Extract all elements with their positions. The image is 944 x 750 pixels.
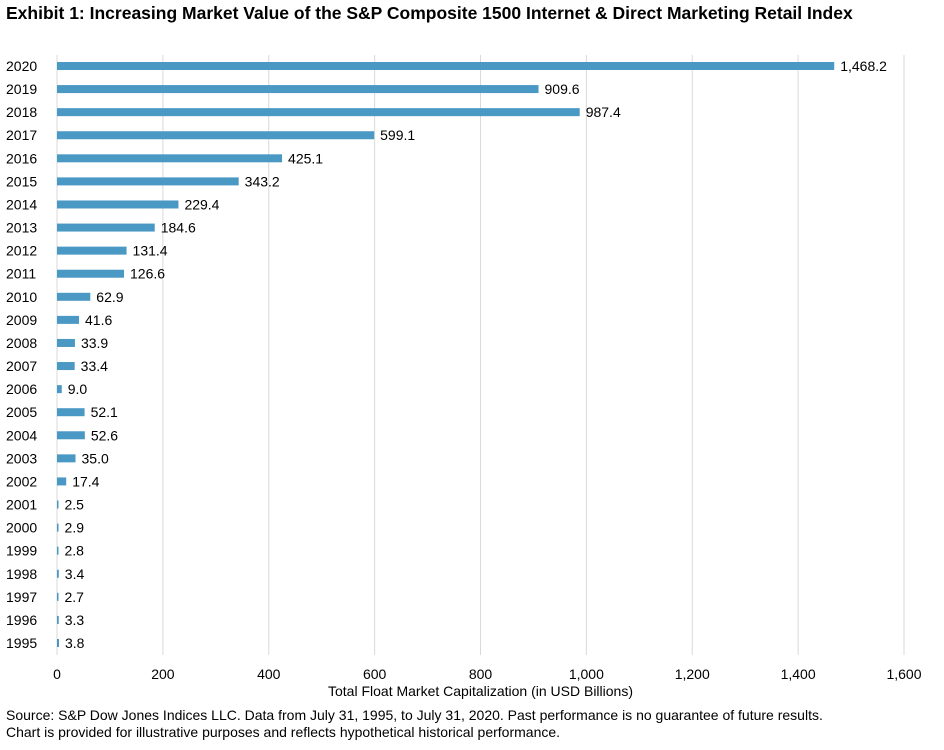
bar <box>57 269 125 278</box>
y-tick-label: 2013 <box>6 220 37 236</box>
bar <box>57 569 59 578</box>
bar <box>57 200 179 209</box>
data-label: 131.4 <box>133 243 168 259</box>
bar <box>57 385 62 394</box>
data-label: 17.4 <box>72 473 99 489</box>
data-label: 3.8 <box>65 635 85 651</box>
bar <box>57 362 75 371</box>
bar-chart: 0 200 400 600 800 1,000 1,200 1,400 1,600 2020 1,4… <box>6 55 922 682</box>
data-label: 2.5 <box>65 497 85 513</box>
data-label: 184.6 <box>161 220 196 236</box>
data-label: 52.1 <box>91 404 118 420</box>
y-tick-label: 2006 <box>6 381 37 397</box>
bar <box>57 431 85 440</box>
data-label: 126.6 <box>130 266 165 282</box>
y-tick-label: 2004 <box>6 427 37 443</box>
y-tick-label: 1998 <box>6 566 37 582</box>
bar <box>57 546 59 555</box>
bar <box>57 523 59 532</box>
bar <box>57 177 239 186</box>
y-tick-label: 2016 <box>6 150 37 166</box>
source-note: Source: S&P Dow Jones Indices LLC. Data … <box>6 707 823 723</box>
bar <box>57 315 80 324</box>
x-tick-label: 800 <box>469 666 493 682</box>
bar <box>57 246 127 255</box>
x-tick-label: 0 <box>53 666 61 682</box>
data-label: 3.4 <box>65 566 85 582</box>
y-tick-label: 2003 <box>6 450 37 466</box>
y-tick-label: 2015 <box>6 173 37 189</box>
y-tick-label: 2012 <box>6 243 37 259</box>
y-tick-label: 2008 <box>6 335 37 351</box>
y-tick-label: 1995 <box>6 635 37 651</box>
y-tick-label: 2007 <box>6 358 37 374</box>
y-tick-label: 2020 <box>6 58 37 74</box>
data-label: 343.2 <box>245 173 280 189</box>
bar <box>57 338 75 347</box>
data-label: 2.9 <box>65 520 85 536</box>
bar <box>57 454 76 463</box>
data-label: 52.6 <box>91 427 118 443</box>
data-label: 33.4 <box>81 358 108 374</box>
y-tick-label: 1999 <box>6 543 37 559</box>
y-tick-label: 2001 <box>6 497 37 513</box>
x-tick-label: 600 <box>363 666 387 682</box>
y-tick-label: 2009 <box>6 312 37 328</box>
data-label: 62.9 <box>96 289 123 305</box>
x-tick-label: 400 <box>257 666 281 682</box>
data-label: 599.1 <box>380 127 415 143</box>
y-tick-label: 2005 <box>6 404 37 420</box>
y-tick-label: 2002 <box>6 473 37 489</box>
data-label: 35.0 <box>82 450 109 466</box>
data-label: 987.4 <box>586 104 621 120</box>
bar <box>57 223 155 232</box>
chart-title: Exhibit 1: Increasing Market Value of th… <box>6 3 853 23</box>
x-tick-label: 1,400 <box>781 666 816 682</box>
data-label: 41.6 <box>85 312 112 328</box>
x-tick-label: 1,600 <box>886 666 921 682</box>
x-tick-label: 1,200 <box>675 666 710 682</box>
data-label: 425.1 <box>288 150 323 166</box>
disclaimer-note: Chart is provided for illustrative purpo… <box>6 724 561 740</box>
data-label: 909.6 <box>545 81 580 97</box>
bar <box>57 408 85 417</box>
data-label: 3.3 <box>65 612 85 628</box>
y-tick-label: 2011 <box>6 266 36 282</box>
y-tick-label: 1996 <box>6 612 37 628</box>
bar <box>57 85 539 94</box>
bar <box>57 108 580 117</box>
bar <box>57 292 91 301</box>
bar <box>57 615 59 624</box>
y-tick-label: 2019 <box>6 81 37 97</box>
data-label: 9.0 <box>68 381 88 397</box>
bar <box>57 131 375 140</box>
bar <box>57 592 59 601</box>
y-tick-label: 2018 <box>6 104 37 120</box>
data-label: 2.7 <box>65 589 85 605</box>
x-tick-label: 1,000 <box>569 666 604 682</box>
y-tick-label: 2017 <box>6 127 37 143</box>
bar <box>57 477 67 486</box>
data-label: 229.4 <box>184 196 219 212</box>
bar <box>57 62 835 70</box>
y-tick-label: 2014 <box>6 196 37 212</box>
bar <box>57 154 283 163</box>
data-label: 33.9 <box>81 335 108 351</box>
x-axis-label: Total Float Market Capitalization (in US… <box>328 683 633 699</box>
y-tick-label: 1997 <box>6 589 37 605</box>
y-tick-label: 2000 <box>6 520 37 536</box>
bar <box>57 639 60 647</box>
data-label: 1,468.2 <box>840 58 887 74</box>
x-tick-label: 200 <box>151 666 175 682</box>
data-label: 2.8 <box>65 543 85 559</box>
y-tick-label: 2010 <box>6 289 37 305</box>
bar <box>57 500 59 509</box>
